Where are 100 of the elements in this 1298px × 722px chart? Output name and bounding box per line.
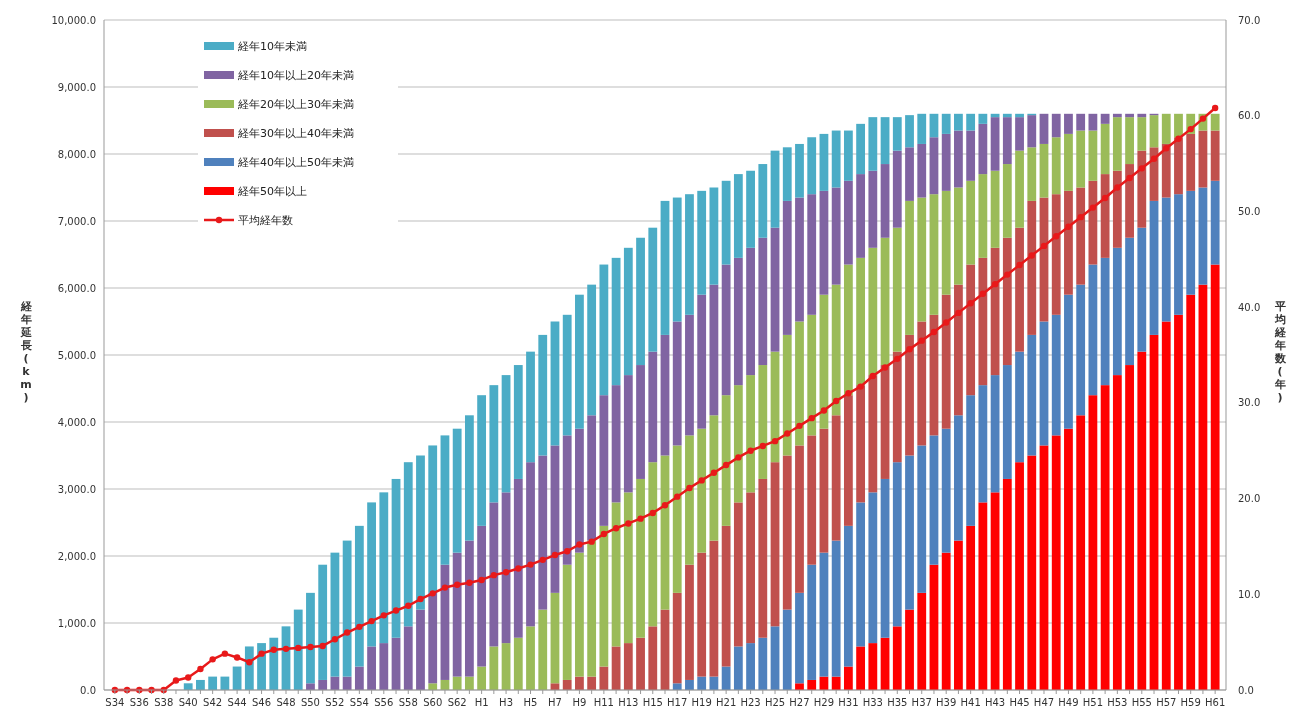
bar [721, 525, 731, 667]
bar [733, 502, 743, 647]
bar [697, 294, 707, 429]
bar [819, 294, 829, 429]
bar [1076, 113, 1086, 131]
bar [966, 130, 976, 181]
bar [1002, 117, 1012, 165]
bar [636, 237, 645, 366]
bar [880, 164, 890, 238]
bar [1002, 113, 1012, 118]
bar [709, 187, 719, 285]
bar [1051, 137, 1061, 195]
bar [562, 679, 572, 690]
bar [1027, 200, 1037, 335]
x-tick-label: H5 [523, 697, 538, 708]
x-tick-label: S38 [154, 697, 174, 708]
bar [354, 525, 364, 667]
bar [758, 637, 768, 690]
bar [636, 637, 645, 690]
bar [1174, 314, 1183, 690]
bar [550, 592, 560, 684]
x-tick-label: H59 [1180, 697, 1201, 708]
bar [746, 247, 755, 376]
bar [477, 666, 487, 690]
bar [1186, 190, 1196, 295]
bar [1076, 130, 1086, 188]
bar [843, 130, 853, 181]
bar [954, 284, 963, 416]
bar [954, 415, 963, 541]
bar [1137, 351, 1147, 690]
bar [1064, 133, 1073, 191]
bar [905, 147, 914, 201]
bar [244, 646, 254, 690]
bar [709, 284, 719, 416]
bar [831, 130, 841, 188]
bar [978, 385, 988, 503]
bar [1174, 194, 1183, 315]
bar [685, 194, 694, 315]
bar [880, 117, 890, 165]
bar [1149, 334, 1159, 690]
bar [1198, 284, 1208, 690]
bar [636, 365, 645, 479]
x-tick-label: H35 [887, 697, 908, 708]
bar [843, 180, 853, 265]
bar [611, 257, 621, 386]
bar [660, 200, 670, 335]
bar [648, 462, 658, 627]
y2-axis-title: 平均経年数(年) [1273, 299, 1287, 404]
bar [905, 455, 914, 610]
bar [709, 415, 719, 541]
y-axis-title: 経年延長(km) [19, 299, 33, 404]
bar [892, 117, 902, 151]
y-tick-label: 6,000.0 [57, 282, 96, 294]
bar [599, 666, 609, 690]
bar [1198, 130, 1208, 188]
bar [1210, 264, 1220, 690]
bar [599, 525, 609, 667]
bar [354, 666, 364, 690]
bar [917, 113, 927, 144]
bar [954, 113, 963, 131]
bar [452, 552, 462, 677]
bar [489, 502, 499, 647]
bar [807, 194, 817, 315]
y2-tick-label: 0.0 [1238, 684, 1254, 696]
bar [807, 137, 817, 195]
y2-tick-label: 40.0 [1238, 301, 1261, 313]
y-tick-label: 0.0 [80, 684, 96, 696]
y-tick-label: 5,000.0 [57, 349, 96, 361]
bar [1015, 227, 1024, 352]
bar [513, 637, 523, 690]
bar [1149, 200, 1159, 335]
bar [929, 137, 939, 195]
bar [1137, 227, 1147, 352]
bar [733, 257, 743, 386]
x-tick-label: H25 [764, 697, 786, 708]
bar [758, 478, 768, 638]
bar [1161, 321, 1171, 690]
bar [575, 676, 584, 690]
bar [819, 133, 829, 191]
x-tick-label: H45 [1009, 697, 1030, 708]
legend-label: 経年20年以上30年未満 [237, 97, 354, 111]
bar [697, 428, 707, 553]
x-tick-label: H3 [499, 697, 514, 708]
bar [1210, 180, 1220, 265]
bar [831, 676, 841, 690]
bar [1100, 257, 1110, 386]
bar [232, 666, 242, 690]
bar [819, 552, 829, 677]
bar [1112, 247, 1122, 376]
bar [733, 174, 743, 258]
bar [966, 395, 976, 526]
bar [1015, 351, 1024, 463]
bar [623, 247, 633, 376]
bar [464, 540, 474, 677]
x-tick-label: H37 [911, 697, 932, 708]
legend-label: 経年40年以上50年未満 [237, 155, 354, 169]
bar [1051, 113, 1061, 138]
bar [611, 502, 621, 647]
bar [941, 294, 951, 429]
bar [208, 676, 218, 690]
